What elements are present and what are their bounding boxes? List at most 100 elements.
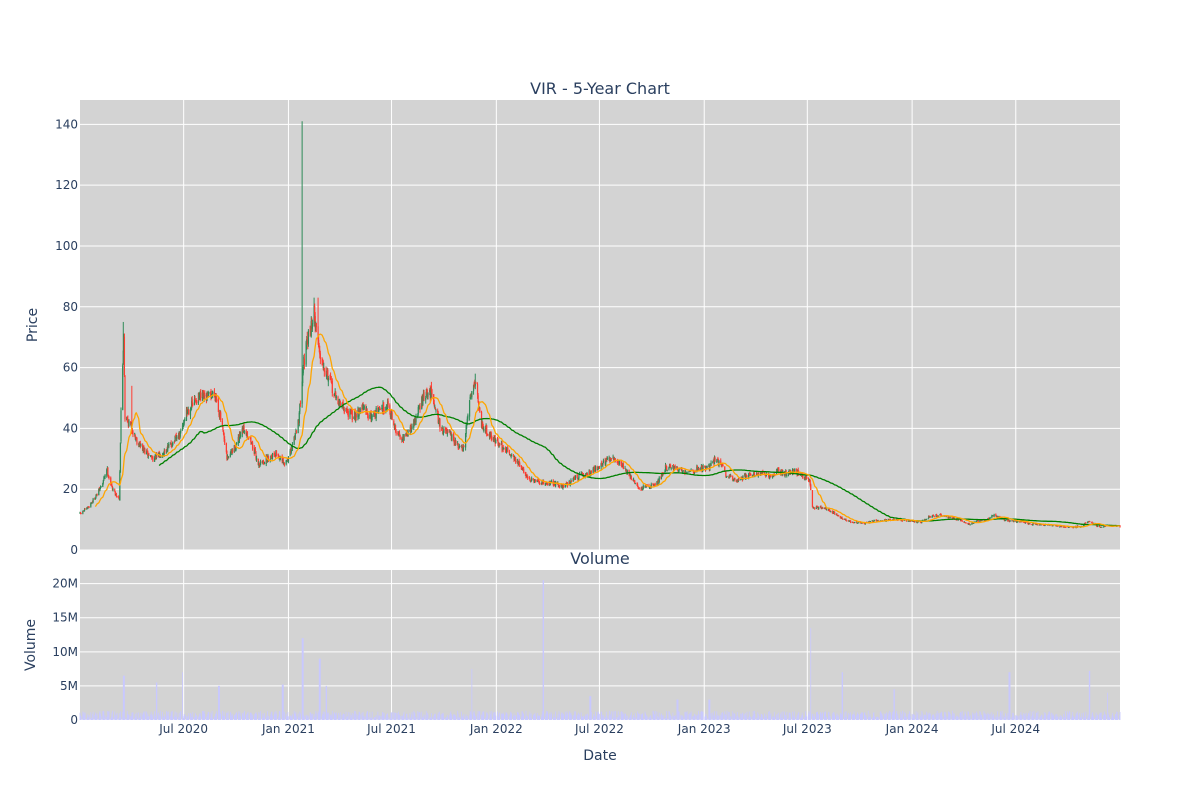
candle-body [826,509,828,511]
volume-bar [798,711,800,720]
volume-bar [607,717,608,720]
candle-body [923,520,925,521]
volume-y-tick-label: 20M [52,577,78,591]
volume-bar [513,716,514,720]
candle-body [917,521,919,523]
volume-bar [777,717,779,720]
candle-body [319,353,321,360]
volume-bar [802,714,804,720]
volume-bar [87,714,88,720]
volume-bar [91,717,93,720]
volume-bar [616,716,618,720]
volume-bar [234,715,236,720]
candle-body [979,520,981,522]
volume-bar [198,717,199,720]
volume-bar [1037,715,1038,720]
volume-bar [726,716,727,720]
volume-bar [178,713,180,720]
volume-bar [708,699,710,720]
volume-bar [183,717,185,720]
volume-bar [570,712,572,720]
volume-bar [92,714,93,720]
candle-body [752,475,754,477]
volume-bar [273,714,275,720]
volume-bar [694,713,695,720]
candle-body [624,468,626,469]
candle-body [533,479,536,482]
candle-body [529,478,531,482]
volume-bar [681,715,682,720]
volume-bar [610,716,612,720]
volume-bar [405,713,407,720]
volume-bar [446,714,448,720]
volume-bar [730,717,731,720]
volume-bar [642,718,644,720]
volume-bar [83,712,85,720]
volume-bar [134,718,136,720]
volume-bar [299,711,301,720]
candle-body [725,471,727,477]
volume-bar [227,713,228,720]
candle-body [806,476,808,479]
volume-bar [294,713,296,720]
volume-bar [102,711,104,720]
volume-bar [458,717,460,720]
candle-body [446,430,448,435]
candle-body [290,447,292,453]
volume-bar [415,716,417,720]
volume-bar [475,716,477,720]
volume-bar [528,714,530,720]
volume-bar [302,638,304,720]
candle-body [305,342,307,365]
volume-bar [656,711,658,720]
volume-bar [781,717,783,720]
volume-bar [450,714,452,720]
volume-bar [423,714,425,720]
volume-bar [128,715,129,720]
volume-bar [569,713,571,720]
candle-body [931,516,933,518]
volume-bar [270,713,272,720]
volume-bar [144,711,146,720]
volume-bar [387,716,389,720]
candle-body [322,359,324,361]
volume-bar [1072,712,1074,720]
volume-bar [298,718,300,720]
candle-body [347,410,349,417]
volume-bar [279,711,281,720]
volume-bar [539,715,541,720]
candle-body [319,349,321,355]
candle-body [816,506,818,507]
volume-bar [490,717,492,720]
volume-bar [664,717,666,720]
candle-body [184,420,186,422]
candle-body [110,484,112,486]
volume-bar [805,711,807,720]
volume-bar [548,713,550,720]
volume-bar [1003,717,1005,720]
candle-body [373,412,375,417]
volume-bar [1024,714,1026,720]
volume-bar [818,714,820,720]
volume-bar [247,711,249,720]
volume-bar [1103,716,1105,720]
candle-body [1032,523,1034,526]
volume-bar [206,715,208,720]
volume-bar [207,714,208,720]
volume-bar [937,713,939,720]
volume-bar [498,717,500,720]
volume-bar [810,627,812,720]
candle-body [736,480,738,483]
volume-bar [716,714,718,720]
candle-body [462,446,464,452]
volume-bar [952,715,954,720]
candle-body [401,438,403,440]
volume-bar [931,715,933,720]
volume-bar [467,718,469,720]
candle-body [701,465,703,471]
volume-bar [936,710,938,720]
volume-bar [804,717,805,720]
volume-bar [582,716,584,720]
volume-bar [1093,716,1095,720]
candle-body [614,458,616,461]
